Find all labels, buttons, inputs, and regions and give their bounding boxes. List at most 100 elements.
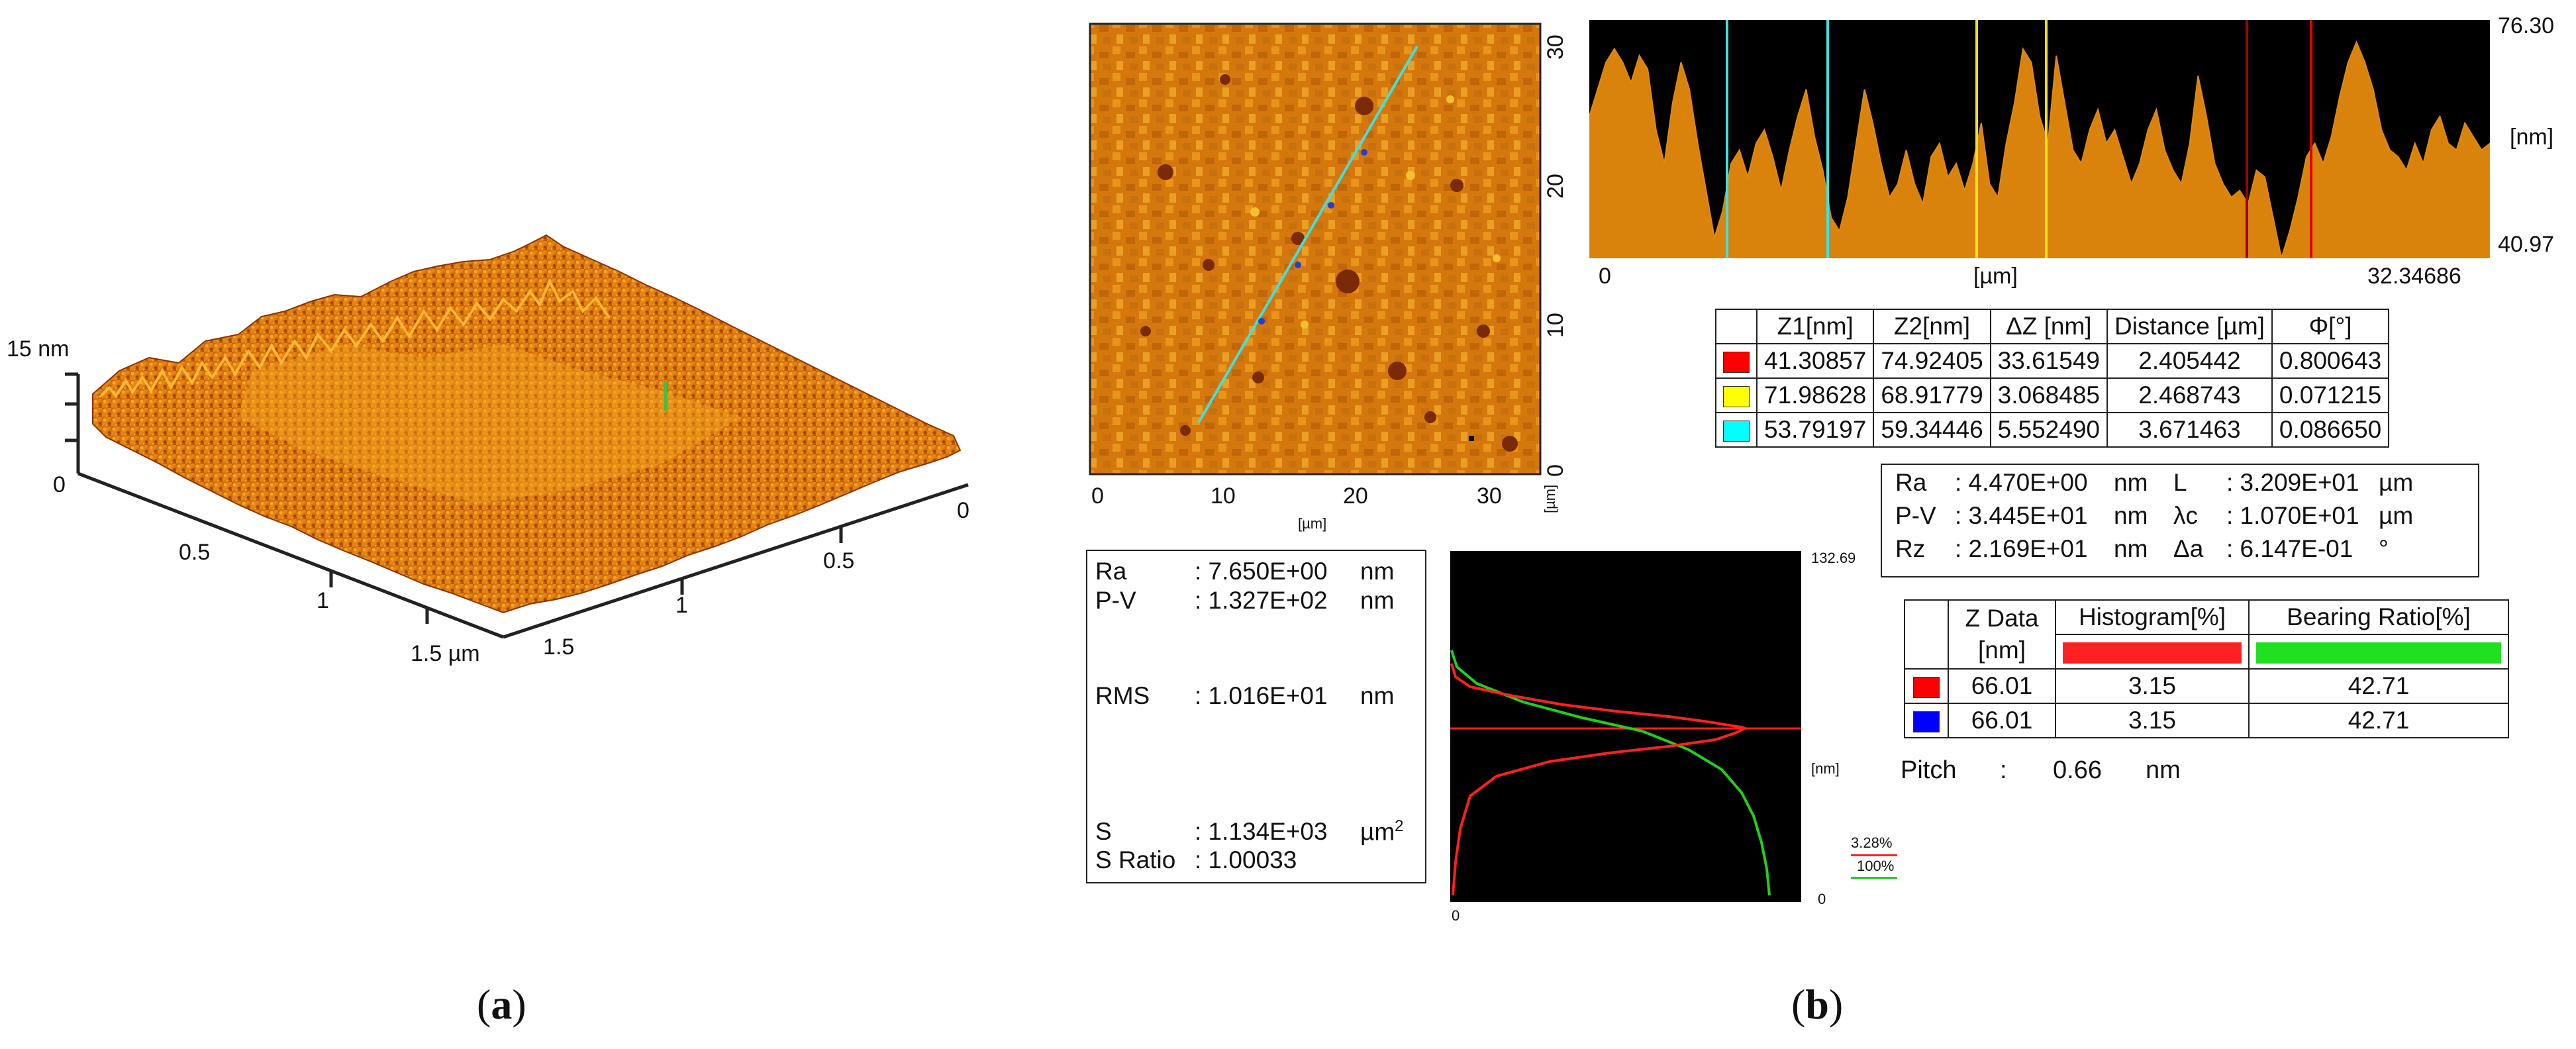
right-axis-tick: 1.5 [543, 634, 575, 660]
table-header: Distance [µm] [2106, 309, 2273, 344]
table-cell: 2.468743 [2106, 377, 2273, 413]
left-axis-tick: 0.5 [179, 540, 211, 565]
caption-a: (a) [477, 981, 526, 1028]
table-cell: 53.79197 [1756, 412, 1875, 448]
histogram-y-unit: [nm] [1811, 760, 1840, 777]
pitch-label: Pitch [1901, 756, 1957, 784]
panel-a: 15 nm 0 0.5 1 1.5 µm 0 0.5 1 1.5 (a) [0, 0, 1033, 1049]
stat-label: S [1095, 818, 1112, 846]
table-cell: 42.71 [2248, 703, 2509, 738]
stat-unit-exponent: 2 [1395, 817, 1404, 835]
table-cell: 33.61549 [1989, 343, 2108, 379]
z-axis-label: 15 nm [7, 336, 70, 362]
line-roughness-box: Ra: 4.470E+00 nm L: 3.209E+01 µm P-V: 3.445… [1881, 464, 2479, 577]
histogram-header: Histogram[%] [2055, 599, 2250, 635]
bearing-header: Bearing Ratio[%] [2248, 599, 2509, 635]
stat-label: S Ratio [1095, 846, 1176, 874]
profile-curve [1589, 40, 2490, 258]
profile-x-end: 32.34686 [2367, 264, 2461, 289]
table-header: Φ[°] [2271, 309, 2390, 344]
histogram-chart [1450, 551, 1801, 902]
afm-height-map [1089, 23, 1542, 475]
histogram-curve [1450, 663, 1749, 896]
histogram-y-min: 0 [1818, 891, 1826, 907]
pitch-unit: nm [2146, 756, 2181, 784]
table-header-row: Z Data [nm] Histogram[%] Bearing Ratio[%… [1904, 599, 2509, 670]
caption-b: (b) [1791, 981, 1844, 1028]
table-cell: 66.01 [1948, 668, 2056, 704]
blue-swatch [1913, 711, 1940, 733]
profile-y-max: 76.30 [2498, 13, 2555, 38]
map-y-tick: 0 [1543, 464, 1568, 477]
line-profile-chart [1589, 20, 2490, 258]
legend-bearing-line [1851, 877, 1897, 879]
table-cell: 42.71 [2248, 668, 2509, 704]
map-y-unit: [µm] [1542, 484, 1558, 513]
stat-unit: nm [1360, 587, 1395, 614]
left-axis-tick: 1.5 µm [411, 641, 480, 666]
yellow-cursor-swatch [1723, 386, 1750, 408]
stat-value: : 1.327E+02 [1195, 587, 1328, 614]
surface-highlights [238, 344, 742, 503]
red-swatch [1913, 677, 1940, 699]
table-cell: 0.086650 [2271, 412, 2390, 448]
right-axis-tick: 0 [957, 498, 969, 523]
table-row: 71.98628 68.91779 3.068485 2.468743 0.07… [1715, 377, 2390, 413]
stat-label: RMS [1095, 682, 1150, 709]
cursor-markers [1258, 149, 1367, 325]
afm-3d-surface-plot [65, 234, 969, 639]
table-row: 41.30857 74.92405 33.61549 2.405442 0.80… [1715, 343, 2390, 379]
zdata-header: Z Data [nm] [1948, 599, 2056, 670]
dark-pits [1140, 74, 1518, 452]
stat-value: : 1.00033 [1195, 846, 1297, 874]
stat-unit: nm [1360, 558, 1395, 585]
map-y-tick: 20 [1543, 174, 1568, 199]
bright-spots [1250, 95, 1501, 328]
stat-label: Ra [1095, 558, 1127, 585]
table-cell: 66.01 [1948, 703, 2056, 738]
profile-y-min: 40.97 [2498, 232, 2555, 257]
map-x-tick: 30 [1477, 483, 1502, 509]
table-cell: 3.15 [2055, 703, 2250, 738]
map-x-tick: 0 [1091, 483, 1104, 509]
stat-value: : 7.650E+00 [1195, 558, 1328, 585]
table-row: 66.01 3.15 42.71 [1904, 668, 2509, 704]
table-cell: 5.552490 [1989, 412, 2108, 448]
table-cell: 2.405442 [2106, 343, 2273, 379]
profile-line [1197, 45, 1418, 424]
area-roughness-box: Ra: 7.650E+00 nm P-V: 1.327E+02 nm RMS: 1.… [1086, 550, 1426, 883]
red-cursor-swatch [1723, 352, 1750, 374]
table-row: 53.79197 59.34446 5.552490 3.671463 0.08… [1715, 412, 2390, 448]
legend-histogram-line [1851, 854, 1897, 856]
left-axis-tick: 1 [317, 588, 329, 613]
stat-value: : 1.016E+01 [1195, 682, 1328, 709]
zdata-table: Z Data [nm] Histogram[%] Bearing Ratio[%… [1904, 599, 2509, 738]
bearing-ratio-curve [1450, 650, 1771, 896]
table-cell: 74.92405 [1873, 343, 1991, 379]
table-cell: 0.071215 [2271, 377, 2390, 413]
histogram-panel: 132.69 [nm] 0 0 3.28% 100% [1450, 543, 1914, 940]
profile-x-unit: [µm] [1973, 264, 2018, 289]
table-cell: 3.15 [2055, 668, 2250, 704]
map-x-tick: 20 [1343, 483, 1368, 509]
map-marker [1469, 436, 1474, 441]
pitch-value: 0.66 [2053, 756, 2102, 784]
legend-bearing: 100% [1857, 858, 1895, 874]
line-profile-panel: 76.30 [nm] 40.97 0 [µm] 32.34686 [1589, 13, 2569, 305]
table-cell: 0.800643 [2271, 343, 2390, 379]
table-header: ΔZ [nm] [1989, 309, 2108, 344]
table-header: Z1[nm] [1756, 309, 1875, 344]
profile-y-unit: [nm] [2510, 125, 2554, 150]
cyan-cursor-swatch [1723, 421, 1750, 442]
histogram-color-bar [2063, 642, 2242, 664]
stat-unit: µm [1360, 818, 1395, 846]
histogram-y-max: 132.69 [1811, 550, 1856, 566]
map-y-tick: 30 [1543, 34, 1568, 60]
table-row: 66.01 3.15 42.71 [1904, 703, 2509, 738]
map-x-unit: [µm] [1298, 515, 1327, 532]
table-cell: 41.30857 [1756, 343, 1875, 379]
map-x-tick: 10 [1211, 483, 1236, 509]
pitch-readout: Pitch:0.66 nm [1901, 756, 2181, 784]
cursor-measurement-table: Z1[nm] Z2[nm] ΔZ [nm] Distance [µm] Φ[°]… [1715, 309, 2390, 448]
surface-mesh [92, 234, 962, 614]
